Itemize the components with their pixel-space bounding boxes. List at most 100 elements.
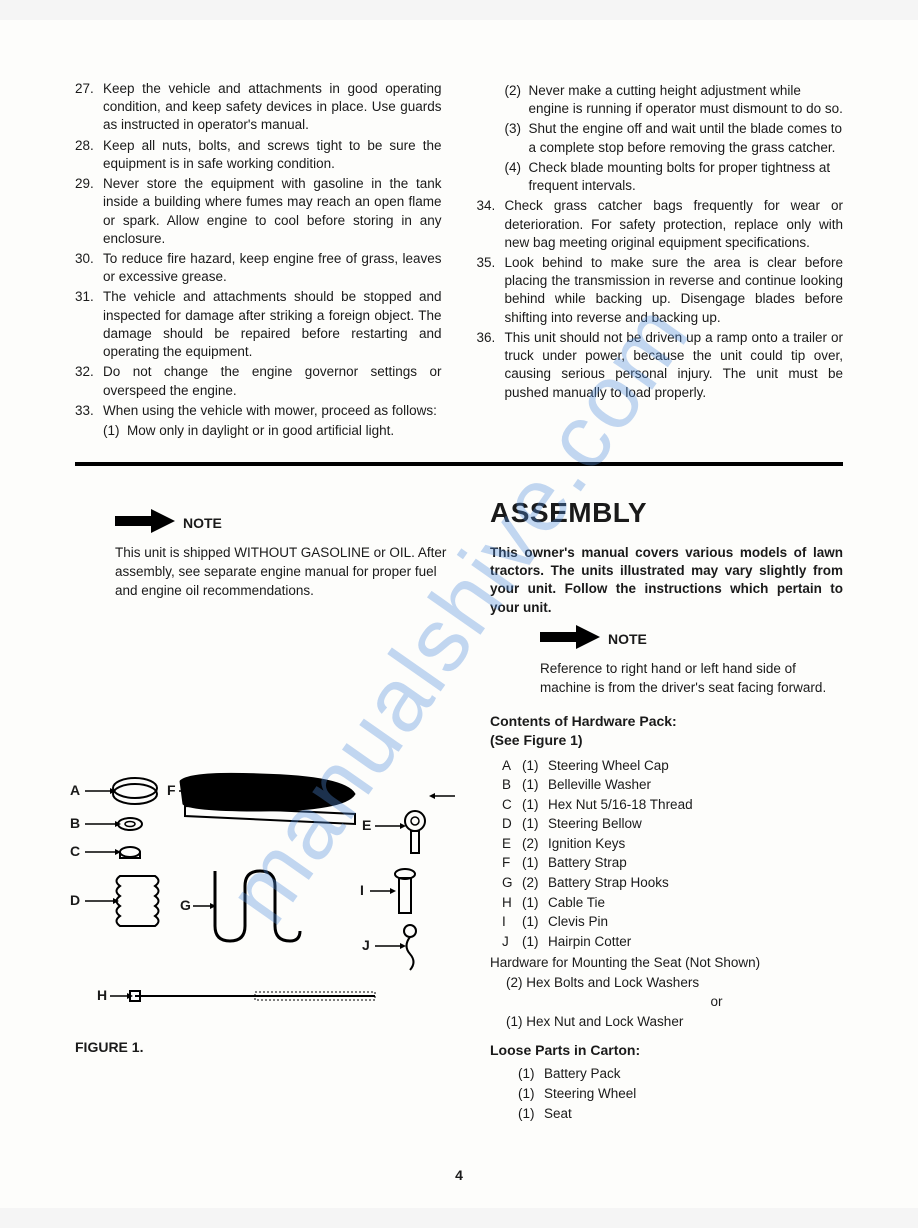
- hw-bolts: (2) Hex Bolts and Lock Washers: [490, 973, 843, 993]
- hw-mounting: Hardware for Mounting the Seat (Not Show…: [490, 953, 843, 973]
- assembly-heading: ASSEMBLY: [490, 494, 843, 532]
- hardware-illustration: [75, 766, 455, 1026]
- list-item: 31.The vehicle and attachments should be…: [75, 288, 442, 361]
- hw-desc: Steering Wheel Cap: [548, 756, 669, 776]
- hardware-extra: Hardware for Mounting the Seat (Not Show…: [490, 953, 843, 1031]
- note-label-2: NOTE: [608, 630, 647, 649]
- item-number: 27.: [75, 80, 103, 135]
- item-text: When using the vehicle with mower, proce…: [103, 402, 442, 420]
- item-number: 30.: [75, 250, 103, 286]
- item-number: 28.: [75, 137, 103, 173]
- sub-item: (2)Never make a cutting height adjustmen…: [505, 82, 844, 118]
- hw-qty: (1): [522, 912, 548, 932]
- loose-desc: Seat: [544, 1106, 572, 1121]
- fig-label-i: I: [360, 881, 364, 900]
- list-item: 29.Never store the equipment with gasoli…: [75, 175, 442, 248]
- loose-qty: (1): [518, 1084, 544, 1104]
- loose-item: (1)Battery Pack: [518, 1064, 843, 1084]
- left-column: 27.Keep the vehicle and attachments in g…: [75, 80, 442, 442]
- fig-label-h: H: [97, 986, 107, 1005]
- note-label-1: NOTE: [183, 514, 222, 533]
- item-text: The vehicle and attachments should be st…: [103, 288, 442, 361]
- hardware-item: F(1)Battery Strap: [502, 853, 843, 873]
- fig-label-d: D: [70, 891, 80, 910]
- list-item: 28.Keep all nuts, bolts, and screws tigh…: [75, 137, 442, 173]
- right-list: 34.Check grass catcher bags frequently f…: [477, 197, 844, 401]
- loose-title: Loose Parts in Carton:: [490, 1041, 843, 1060]
- hw-letter: E: [502, 834, 522, 854]
- hw-letter: I: [502, 912, 522, 932]
- hw-letter: B: [502, 775, 522, 795]
- loose-qty: (1): [518, 1064, 544, 1084]
- hw-qty: (2): [522, 834, 548, 854]
- list-item: 32.Do not change the engine governor set…: [75, 363, 442, 399]
- hardware-item: C(1)Hex Nut 5/16-18 Thread: [502, 795, 843, 815]
- contents-line2: (See Figure 1): [490, 732, 583, 748]
- list-item: 36.This unit should not be driven up a r…: [477, 329, 844, 402]
- hardware-item: D(1)Steering Bellow: [502, 814, 843, 834]
- hw-letter: C: [502, 795, 522, 815]
- section-divider: [75, 462, 843, 466]
- sub-text: Never make a cutting height adjustment w…: [529, 82, 844, 118]
- note-block-1: NOTE This unit is shipped WITHOUT GASOLI…: [75, 509, 455, 601]
- note-block-2: NOTE Reference to right hand or left han…: [540, 625, 843, 698]
- sub-item: (4)Check blade mounting bolts for proper…: [505, 159, 844, 195]
- safety-columns: 27.Keep the vehicle and attachments in g…: [75, 80, 843, 442]
- sub-text: Mow only in daylight or in good artifici…: [127, 422, 442, 440]
- item-number: 31.: [75, 288, 103, 361]
- item-number: 29.: [75, 175, 103, 248]
- hw-desc: Clevis Pin: [548, 912, 608, 932]
- arrow-right-icon: [540, 625, 600, 654]
- list-item: 30.To reduce fire hazard, keep engine fr…: [75, 250, 442, 286]
- hw-qty: (2): [522, 873, 548, 893]
- fig-label-b: B: [70, 814, 80, 833]
- hw-desc: Cable Tie: [548, 893, 605, 913]
- item-text: To reduce fire hazard, keep engine free …: [103, 250, 442, 286]
- hw-qty: (1): [522, 893, 548, 913]
- hw-desc: Battery Strap Hooks: [548, 873, 669, 893]
- hardware-item: B(1)Belleville Washer: [502, 775, 843, 795]
- assembly-intro: This owner's manual covers various model…: [490, 544, 843, 617]
- fig-label-e: E: [362, 816, 371, 835]
- loose-desc: Battery Pack: [544, 1066, 621, 1081]
- sub-item: (3)Shut the engine off and wait until th…: [505, 120, 844, 156]
- loose-qty: (1): [518, 1104, 544, 1124]
- sub-text: Shut the engine off and wait until the b…: [529, 120, 844, 156]
- figure-caption: FIGURE 1.: [75, 1038, 455, 1057]
- item-number: 34.: [477, 197, 505, 252]
- item-number: 33.: [75, 402, 103, 420]
- fig-label-a: A: [70, 781, 80, 800]
- page-number: 4: [455, 1167, 463, 1183]
- sub-text: Check blade mounting bolts for proper ti…: [529, 159, 844, 195]
- fig-label-c: C: [70, 842, 80, 861]
- item-text: Never store the equipment with gasoline …: [103, 175, 442, 248]
- hw-qty: (1): [522, 775, 548, 795]
- item-number: 32.: [75, 363, 103, 399]
- right-column: (2)Never make a cutting height adjustmen…: [477, 80, 844, 442]
- list-item: 27.Keep the vehicle and attachments in g…: [75, 80, 442, 135]
- hw-qty: (1): [522, 795, 548, 815]
- right-lower-column: ASSEMBLY This owner's manual covers vari…: [490, 484, 843, 1123]
- sub-number: (3): [505, 120, 529, 156]
- hw-desc: Belleville Washer: [548, 775, 651, 795]
- loose-desc: Steering Wheel: [544, 1086, 636, 1101]
- item-text: This unit should not be driven up a ramp…: [505, 329, 844, 402]
- item-text: Check grass catcher bags frequently for …: [505, 197, 844, 252]
- sub-list: (1)Mow only in daylight or in good artif…: [103, 422, 442, 440]
- hw-letter: H: [502, 893, 522, 913]
- hw-qty: (1): [522, 853, 548, 873]
- note-header-1: NOTE: [115, 509, 455, 538]
- assembly-columns: NOTE This unit is shipped WITHOUT GASOLI…: [75, 484, 843, 1123]
- item-number: 36.: [477, 329, 505, 402]
- hw-qty: (1): [522, 756, 548, 776]
- manual-page: manualshive.com 27.Keep the vehicle and …: [0, 20, 918, 1208]
- hardware-item: G(2)Battery Strap Hooks: [502, 873, 843, 893]
- figure-1-diagram: A B C D F G E I J H: [75, 766, 455, 1026]
- hw-desc: Hex Nut 5/16-18 Thread: [548, 795, 693, 815]
- hw-letter: G: [502, 873, 522, 893]
- list-item: 35.Look behind to make sure the area is …: [477, 254, 844, 327]
- left-lower-column: NOTE This unit is shipped WITHOUT GASOLI…: [75, 484, 455, 1123]
- hw-qty: (1): [522, 814, 548, 834]
- hardware-item: A(1)Steering Wheel Cap: [502, 756, 843, 776]
- loose-item: (1)Seat: [518, 1104, 843, 1124]
